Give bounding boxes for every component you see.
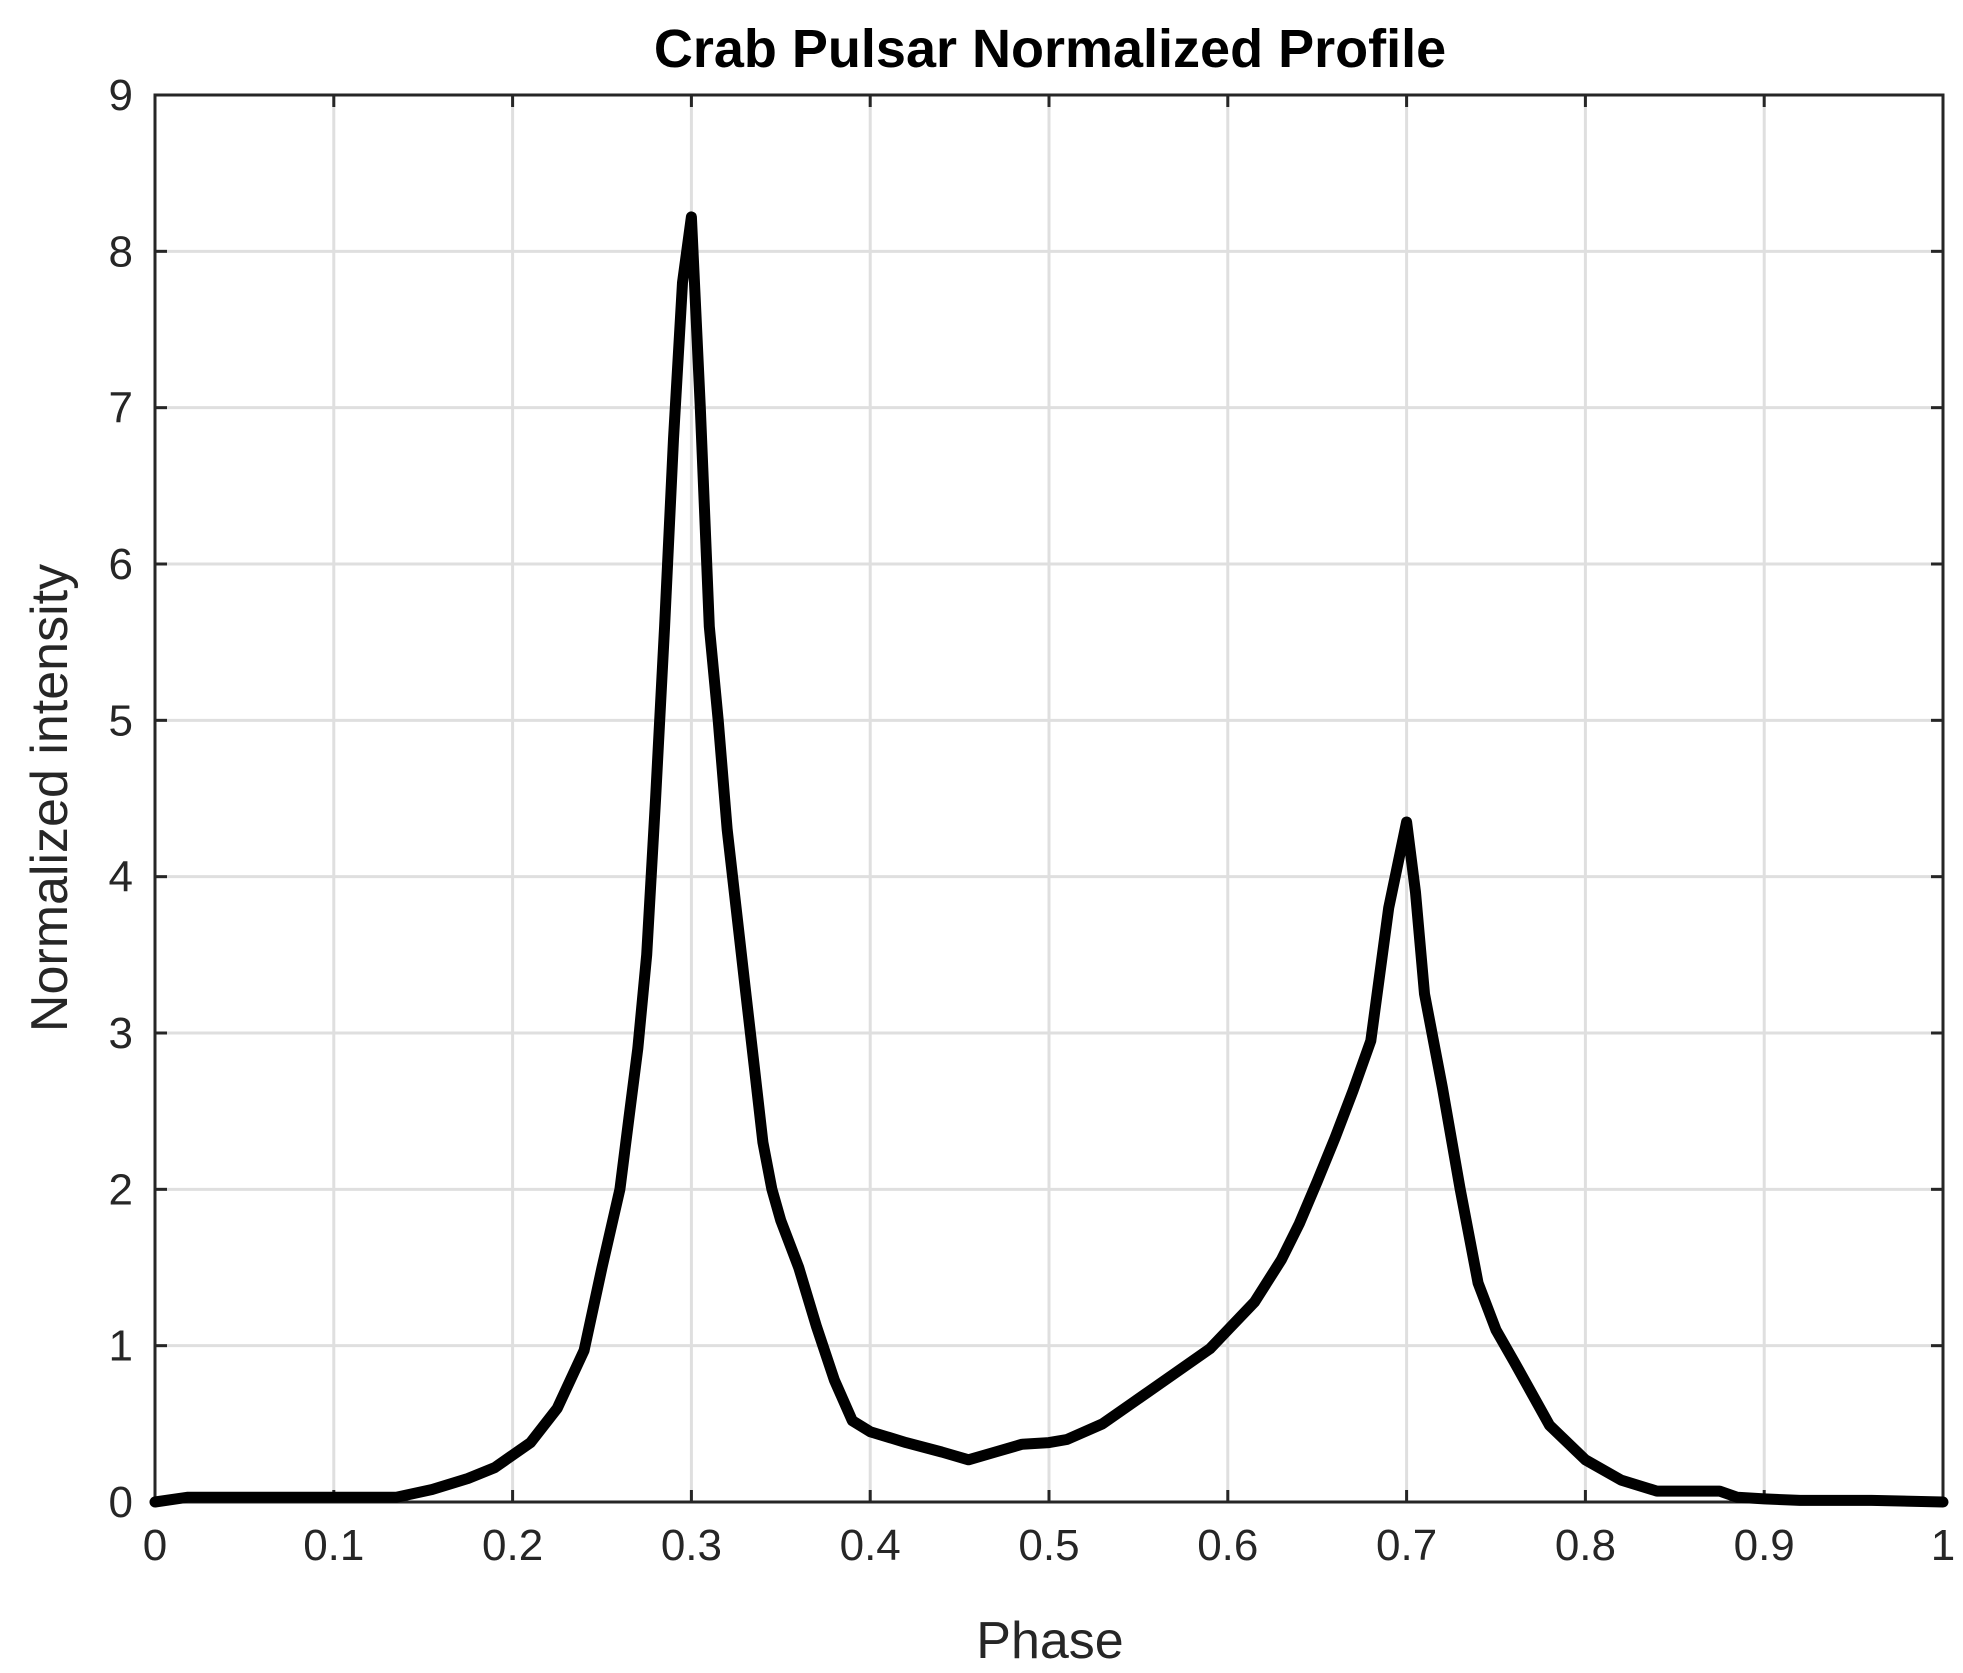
x-tick-label: 0.6 bbox=[1197, 1521, 1258, 1570]
x-tick-label: 0.1 bbox=[303, 1521, 364, 1570]
x-tick-label: 0.7 bbox=[1376, 1521, 1437, 1570]
x-tick-labels: 0 0.1 0.2 0.3 0.4 0.5 0.6 0.7 0.8 0.9 1 bbox=[143, 1521, 1955, 1570]
x-tick-label: 0.4 bbox=[840, 1521, 901, 1570]
y-tick-label: 9 bbox=[109, 71, 133, 120]
y-tick-label: 6 bbox=[109, 540, 133, 589]
y-tick-label: 1 bbox=[109, 1322, 133, 1371]
x-tick-label: 0.5 bbox=[1018, 1521, 1079, 1570]
x-tick-label: 0.8 bbox=[1555, 1521, 1616, 1570]
y-tick-label: 3 bbox=[109, 1009, 133, 1058]
y-tick-label: 7 bbox=[109, 384, 133, 433]
grid-lines bbox=[153, 93, 1945, 1504]
y-tick-label: 8 bbox=[109, 227, 133, 276]
x-tick-label: 0 bbox=[143, 1521, 167, 1570]
y-tick-label: 0 bbox=[109, 1478, 133, 1527]
x-tick-label: 0.3 bbox=[661, 1521, 722, 1570]
y-tick-label: 2 bbox=[109, 1165, 133, 1214]
profile-line bbox=[149, 211, 1949, 1508]
series-layer bbox=[149, 211, 1949, 1508]
y-axis-label: Normalized intensity bbox=[21, 564, 79, 1032]
x-tick-label: 0.9 bbox=[1734, 1521, 1795, 1570]
x-tick-label: 0.2 bbox=[482, 1521, 543, 1570]
x-axis-label: Phase bbox=[976, 1612, 1123, 1670]
y-tick-label: 5 bbox=[109, 696, 133, 745]
x-tick-label: 1 bbox=[1931, 1521, 1955, 1570]
chart-title: Crab Pulsar Normalized Profile bbox=[654, 19, 1446, 79]
y-tick-labels: 0 1 2 3 4 5 6 7 8 9 bbox=[109, 71, 133, 1527]
y-tick-label: 4 bbox=[109, 853, 133, 902]
